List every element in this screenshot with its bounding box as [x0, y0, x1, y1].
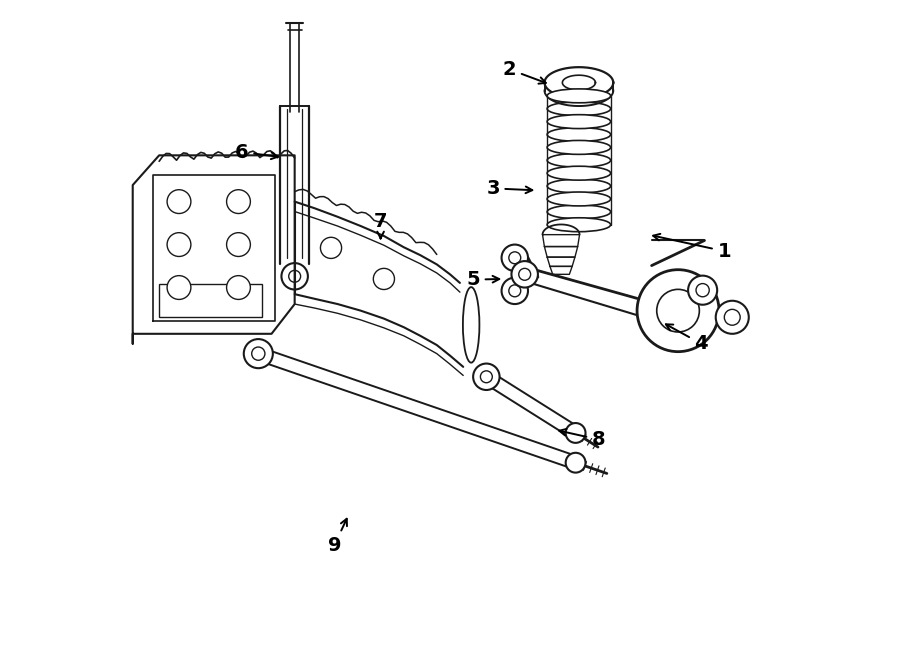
Circle shape — [244, 339, 273, 368]
Circle shape — [518, 268, 531, 280]
Polygon shape — [543, 235, 580, 247]
Circle shape — [167, 233, 191, 256]
Circle shape — [716, 301, 749, 334]
Polygon shape — [543, 225, 580, 235]
Circle shape — [374, 268, 394, 290]
Text: 1: 1 — [653, 234, 731, 260]
Text: 3: 3 — [486, 179, 532, 198]
Text: 9: 9 — [328, 519, 347, 555]
Circle shape — [227, 190, 250, 214]
Text: 5: 5 — [466, 270, 500, 289]
Circle shape — [167, 276, 191, 299]
Text: 6: 6 — [235, 143, 278, 161]
Circle shape — [688, 276, 717, 305]
Circle shape — [227, 233, 250, 256]
Circle shape — [508, 252, 521, 264]
Circle shape — [501, 278, 528, 304]
Text: 2: 2 — [503, 60, 545, 84]
FancyBboxPatch shape — [159, 284, 262, 317]
Ellipse shape — [547, 140, 610, 155]
Circle shape — [696, 284, 709, 297]
Polygon shape — [547, 257, 575, 266]
Circle shape — [508, 285, 521, 297]
Ellipse shape — [547, 89, 610, 103]
Text: 4: 4 — [666, 325, 708, 353]
Polygon shape — [544, 247, 578, 257]
Polygon shape — [153, 175, 274, 321]
Circle shape — [566, 453, 586, 473]
Ellipse shape — [547, 192, 610, 206]
Circle shape — [657, 290, 699, 332]
Polygon shape — [132, 155, 294, 344]
Ellipse shape — [463, 287, 480, 363]
Circle shape — [227, 276, 250, 299]
Polygon shape — [550, 266, 572, 274]
Ellipse shape — [547, 217, 610, 232]
Polygon shape — [482, 371, 579, 438]
Circle shape — [501, 245, 528, 271]
Circle shape — [566, 423, 586, 443]
Circle shape — [167, 190, 191, 214]
Ellipse shape — [547, 166, 610, 180]
Circle shape — [473, 364, 500, 390]
Polygon shape — [256, 348, 578, 469]
Circle shape — [481, 371, 492, 383]
Circle shape — [724, 309, 740, 325]
Circle shape — [511, 261, 538, 288]
Circle shape — [320, 237, 342, 258]
Text: 8: 8 — [559, 429, 606, 449]
Text: 7: 7 — [374, 212, 387, 239]
Circle shape — [637, 270, 719, 352]
Ellipse shape — [547, 114, 610, 129]
Circle shape — [252, 347, 265, 360]
